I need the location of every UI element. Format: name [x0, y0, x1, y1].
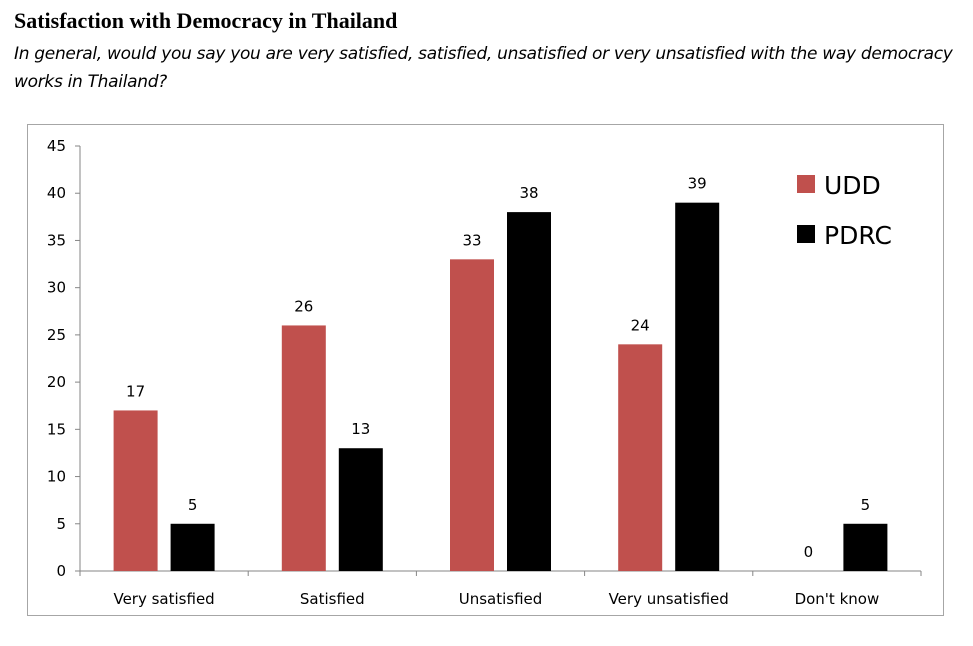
bar-udd [281, 325, 326, 571]
x-category-label: Satisfied [300, 590, 365, 608]
data-label: 39 [688, 175, 707, 193]
data-label: 13 [351, 420, 370, 438]
labels: Very satisfied Satisfied Unsatisfied Very u… [113, 175, 879, 608]
x-category-label: Don't know [795, 590, 880, 608]
legend-label-udd: UDD [824, 171, 881, 200]
y-tick-label: 0 [56, 562, 66, 580]
y-tick-label: 25 [47, 326, 66, 344]
bar-pdrc [843, 523, 888, 571]
y-tick-label: 10 [47, 468, 66, 486]
data-label: 5 [861, 496, 871, 514]
x-category-label: Unsatisfied [459, 590, 543, 608]
bars [113, 202, 888, 571]
data-label: 5 [188, 496, 198, 514]
bar-udd [113, 410, 158, 571]
y-tick-label: 45 [47, 137, 66, 155]
x-category-label: Very satisfied [113, 590, 214, 608]
y-tick-label: 20 [47, 373, 66, 391]
bar-udd [618, 344, 663, 571]
legend: UDD PDRC [797, 171, 892, 250]
chart-frame [27, 124, 944, 616]
y-tick-label: 30 [47, 279, 66, 297]
chart-title: Satisfaction with Democracy in Thailand [14, 8, 398, 33]
data-label: 24 [631, 316, 650, 334]
bar-pdrc [675, 202, 720, 571]
bar-udd [450, 259, 494, 571]
y-tick-label: 35 [47, 231, 66, 249]
y-tick-label: 5 [56, 515, 66, 533]
data-label: 33 [462, 231, 481, 249]
legend-swatch-pdrc [797, 225, 815, 243]
data-label: 17 [126, 382, 145, 400]
y-tick-label: 40 [47, 184, 66, 202]
axes: 0 5 10 15 20 25 30 35 40 45 [47, 137, 922, 580]
bar-pdrc [507, 212, 551, 571]
data-label: 38 [519, 184, 538, 202]
legend-swatch-udd [797, 175, 815, 193]
bar-pdrc [170, 523, 215, 571]
chart-subtitle: In general, would you say you are very s… [14, 44, 953, 92]
bar-pdrc [338, 448, 383, 571]
legend-label-pdrc: PDRC [824, 221, 892, 250]
x-category-label: Very unsatisfied [609, 590, 729, 608]
data-label: 0 [804, 543, 814, 561]
data-label: 26 [294, 297, 313, 315]
y-tick-label: 15 [47, 420, 66, 438]
